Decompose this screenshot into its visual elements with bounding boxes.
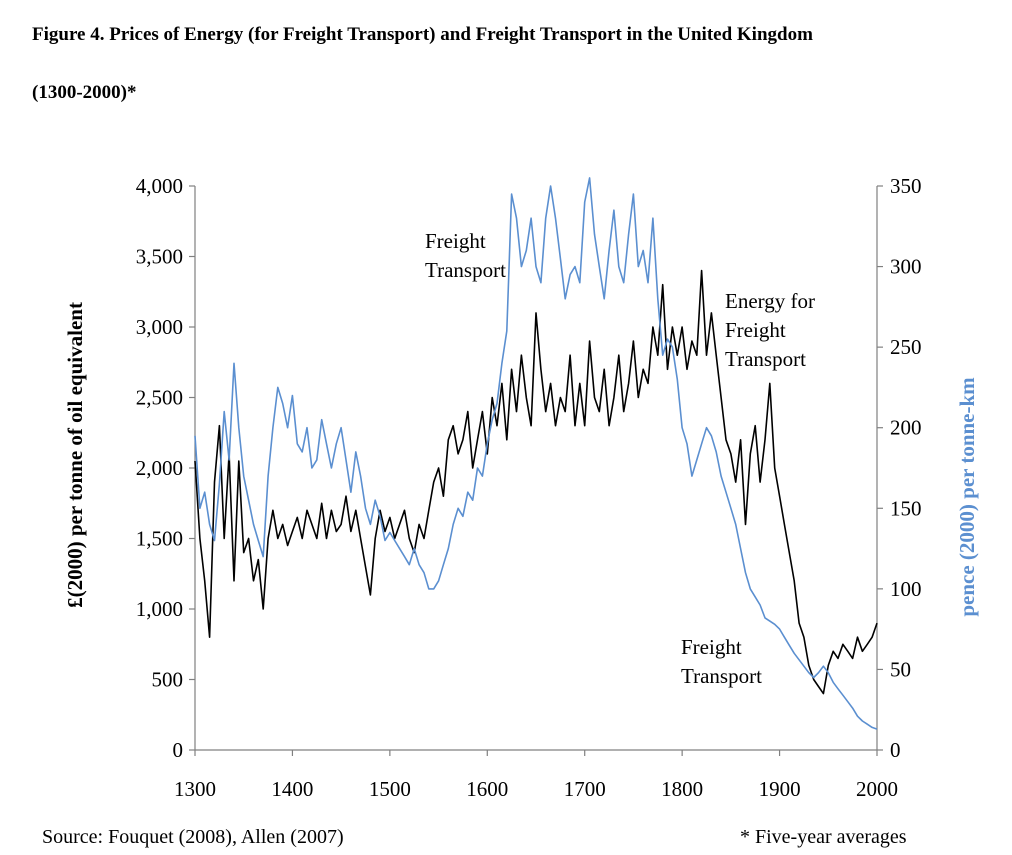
left-tick-label: 1,000 (136, 597, 183, 621)
chart-labels: 0 500 1,000 1,500 2,000 2,500 3,000 3,500 4,000 0… (63, 174, 979, 801)
annotation-label: Freight (425, 229, 486, 253)
annotation-label: Transport (681, 664, 762, 688)
left-tick-label: 2,500 (136, 386, 183, 410)
left-tick-label: 1,500 (136, 527, 183, 551)
x-tick-label: 1900 (759, 777, 801, 801)
left-tick-label: 4,000 (136, 174, 183, 198)
x-tick-label: 1400 (271, 777, 313, 801)
right-tick-label: 350 (890, 174, 922, 198)
x-tick-label: 1300 (174, 777, 216, 801)
right-tick-label: 100 (890, 577, 922, 601)
annotation-label: Freight (725, 318, 786, 342)
right-tick-label: 0 (890, 738, 901, 762)
annotation-label: Transport (725, 347, 806, 371)
right-axis-title: pence (2000) per tonne-km (955, 377, 979, 617)
left-tick-label: 3,000 (136, 315, 183, 339)
annotation-label: Transport (425, 258, 506, 282)
chart-axes (189, 186, 883, 756)
source-note: Source: Fouquet (2008), Allen (2007) (42, 826, 344, 849)
x-tick-label: 1700 (564, 777, 606, 801)
annotation-label: Energy for (725, 289, 815, 313)
chart-series (195, 178, 877, 729)
freight-transport-line (195, 178, 877, 729)
left-tick-label: 0 (173, 738, 184, 762)
x-tick-label: 1500 (369, 777, 411, 801)
left-tick-label: 3,500 (136, 245, 183, 269)
footnote: * Five-year averages (740, 826, 907, 849)
left-tick-label: 500 (152, 668, 184, 692)
left-tick-label: 2,000 (136, 456, 183, 480)
chart: 0 500 1,000 1,500 2,000 2,500 3,000 3,500 4,000 0… (0, 0, 1012, 820)
right-tick-label: 200 (890, 416, 922, 440)
right-tick-label: 300 (890, 255, 922, 279)
right-tick-label: 50 (890, 657, 911, 681)
left-axis-title: £(2000) per tonne of oil equivalent (63, 302, 87, 608)
x-tick-label: 1800 (661, 777, 703, 801)
annotation-label: Freight (681, 635, 742, 659)
x-tick-label: 2000 (856, 777, 898, 801)
right-tick-label: 150 (890, 496, 922, 520)
right-tick-label: 250 (890, 335, 922, 359)
x-tick-label: 1600 (466, 777, 508, 801)
